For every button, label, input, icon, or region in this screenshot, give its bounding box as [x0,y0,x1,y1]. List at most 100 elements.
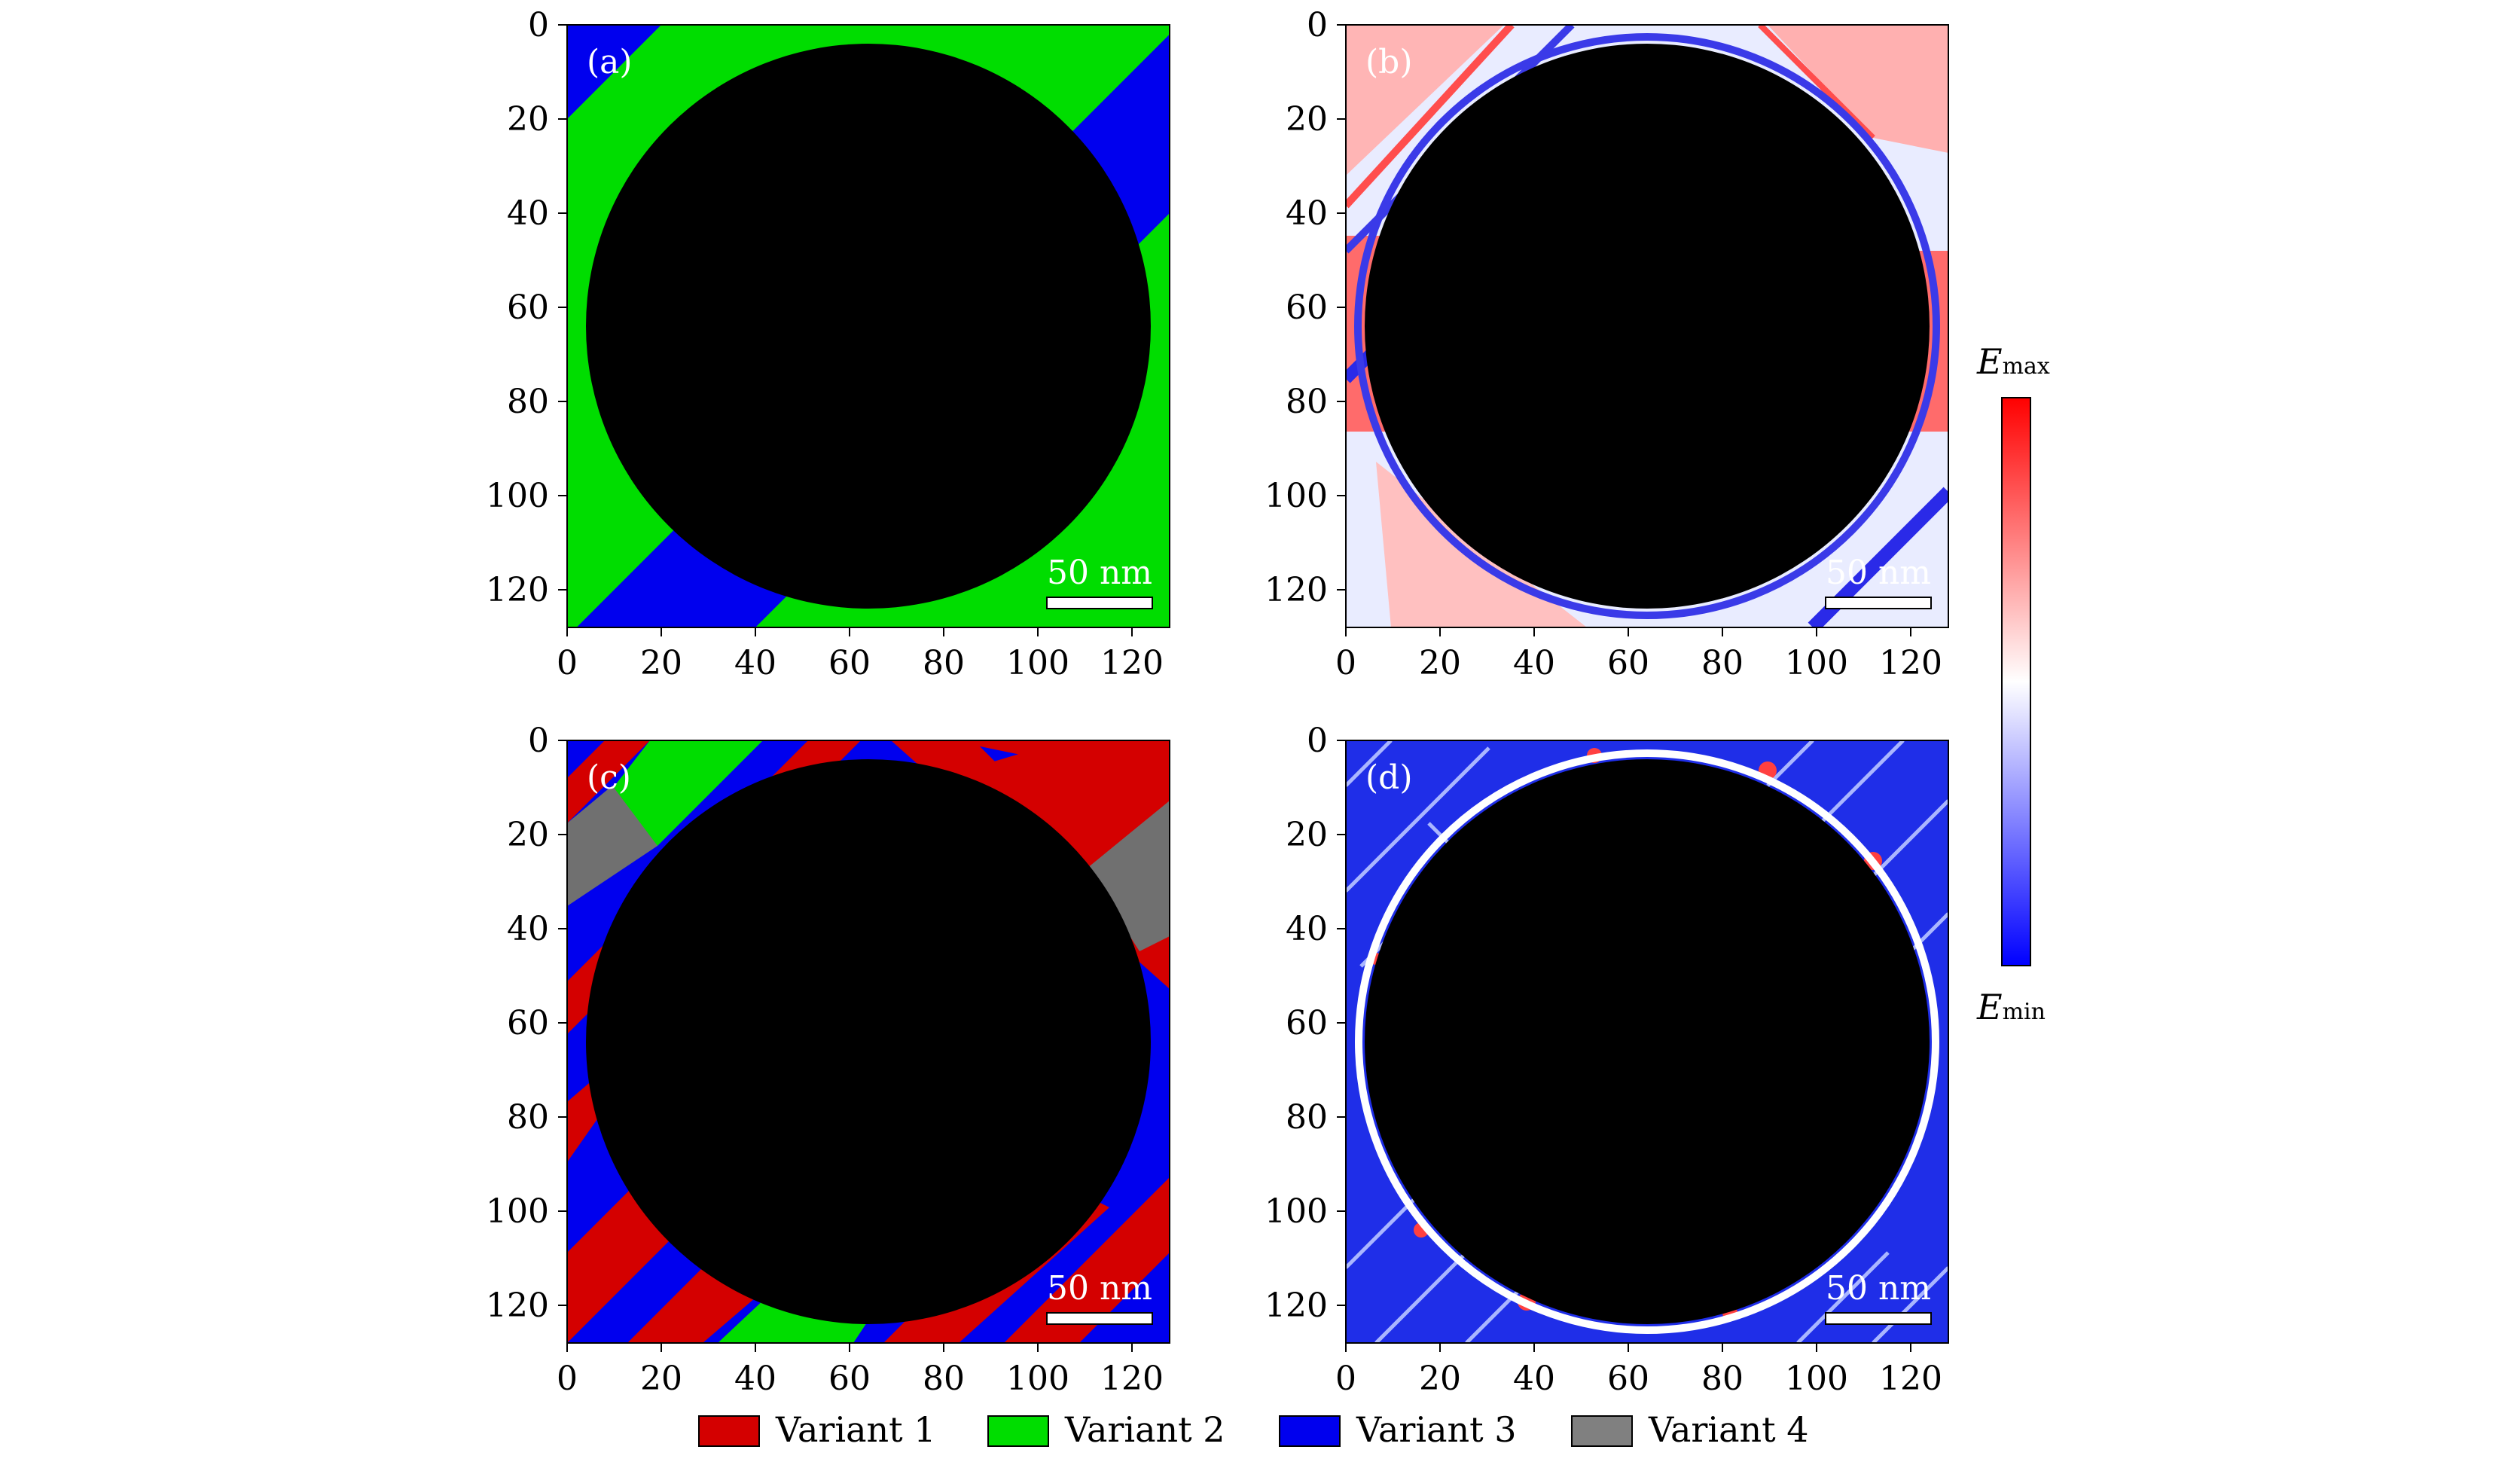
scale-bar-label: 50 nm [1826,1269,1931,1308]
legend-label: Variant 4 [1648,1409,1809,1450]
panel-b-map [1346,25,1948,627]
panel-label: (d) [1365,758,1413,797]
panel-d: (d) 50 nm 0 20 40 60 80 100 120 0 20 40 60 80 100 12… [1265,722,1949,1398]
panel-c-map [567,740,1170,1343]
panel-label: (c) [587,758,631,797]
y-tick-label: 0 [528,6,549,44]
x-tick-label: 40 [1513,644,1555,682]
y-tick-label: 40 [507,194,549,233]
legend-swatch [987,1415,1049,1447]
x-tick-label: 120 [1879,644,1942,682]
y-tick-label: 120 [486,571,549,609]
y-tick-label: 120 [486,1286,549,1325]
y-tick-label: 40 [507,910,549,948]
y-tick-label: 20 [507,816,549,854]
x-tick-label: 0 [1335,644,1356,682]
y-ticks: 0 20 40 60 80 100 120 [1265,6,1346,609]
precipitate [586,759,1151,1324]
y-tick-label: 20 [1286,816,1328,854]
legend-label: Variant 3 [1356,1409,1517,1450]
precipitate [1365,759,1930,1324]
x-tick-label: 60 [1607,1360,1649,1398]
x-tick-label: 100 [1006,644,1069,682]
colorbar-gradient [2001,397,2031,966]
precipitate [586,44,1151,609]
y-tick-label: 80 [507,383,549,421]
x-tick-label: 120 [1100,1360,1164,1398]
y-tick-label: 120 [1265,571,1328,609]
x-tick-label: 0 [557,644,578,682]
y-tick-label: 80 [507,1098,549,1137]
y-tick-label: 0 [1307,6,1328,44]
panel-d-map [1346,740,1948,1343]
y-tick-label: 100 [1265,1192,1328,1231]
y-tick-label: 80 [1286,1098,1328,1137]
x-tick-label: 100 [1785,644,1848,682]
x-tick-label: 80 [1701,644,1744,682]
legend-label: Variant 1 [775,1409,936,1450]
legend-swatch [1279,1415,1341,1447]
variant-1-band [1004,1177,1170,1343]
energy-high-corner-tl [1346,25,1504,175]
panel-b: (b) 50 nm 0 20 40 60 80 100 120 0 20 40 60 80 100 12… [1265,6,1949,682]
x-ticks: 0 20 40 60 80 100 120 [1335,627,1942,682]
legend: Variant 1 Variant 2 Variant 3 Variant 4 [698,1409,1809,1450]
y-tick-label: 100 [486,1192,549,1231]
precipitate [1365,44,1930,609]
y-tick-label: 60 [507,1004,549,1042]
y-tick-label: 100 [1265,477,1328,515]
axes-frame [566,740,1170,1344]
scale-bar-label: 50 nm [1047,554,1152,592]
x-tick-label: 80 [1701,1360,1744,1398]
colorbar-max-label: Emax [1976,341,2050,382]
x-tick-label: 20 [1419,644,1461,682]
y-tick-label: 20 [507,100,549,139]
x-tick-label: 60 [828,1360,871,1398]
y-tick-label: 100 [486,477,549,515]
panel-label: (b) [1365,43,1413,81]
panel-c: (c) 50 nm 0 20 40 60 80 100 120 0 20 40 60 80 100 12… [486,722,1170,1398]
scale-bar-label: 50 nm [1047,1269,1152,1308]
x-tick-label: 40 [734,644,776,682]
colorbar: Emax Emin [1976,341,2050,1027]
x-ticks: 0 20 40 60 80 100 120 [557,1343,1164,1398]
x-tick-label: 20 [640,1360,682,1398]
scale-bar-label: 50 nm [1826,554,1931,592]
x-tick-label: 120 [1100,644,1164,682]
y-tick-label: 60 [1286,288,1328,327]
energy-streak [1346,25,1515,209]
x-tick-label: 60 [1607,644,1649,682]
axes-frame [1345,740,1949,1344]
y-tick-label: 80 [1286,383,1328,421]
panel-a-map [567,25,1170,627]
scale-bar [1825,1312,1932,1325]
x-tick-label: 0 [1335,1360,1356,1398]
x-tick-label: 80 [923,644,965,682]
energy-interface-ring [1354,33,1940,619]
y-ticks: 0 20 40 60 80 100 120 [486,6,567,609]
y-tick-label: 40 [1286,194,1328,233]
variant-4-band [1087,801,1170,951]
energy-high-corner-tr [1768,25,1948,153]
y-tick-label: 120 [1265,1286,1328,1325]
x-ticks: 0 20 40 60 80 100 120 [1335,1343,1942,1398]
legend-swatch [1571,1415,1633,1447]
axes-frame [566,24,1170,628]
x-tick-label: 120 [1879,1360,1942,1398]
x-ticks: 0 20 40 60 80 100 120 [557,627,1164,682]
panel-a: (a) 50 nm 0 20 40 60 80 100 120 0 20 40 60 80 100 12… [486,6,1170,682]
x-tick-label: 80 [923,1360,965,1398]
energy-interface-ring [1355,749,1939,1334]
variant-1-band [567,740,650,823]
panel-label: (a) [587,43,633,81]
y-ticks: 0 20 40 60 80 100 120 [486,722,567,1325]
x-tick-label: 100 [1006,1360,1069,1398]
x-tick-label: 0 [557,1360,578,1398]
x-tick-label: 20 [1419,1360,1461,1398]
y-tick-label: 20 [1286,100,1328,139]
x-tick-label: 20 [640,644,682,682]
scale-bar [1046,1312,1153,1325]
x-tick-label: 40 [1513,1360,1555,1398]
colorbar-min-label: Emin [1976,987,2046,1027]
